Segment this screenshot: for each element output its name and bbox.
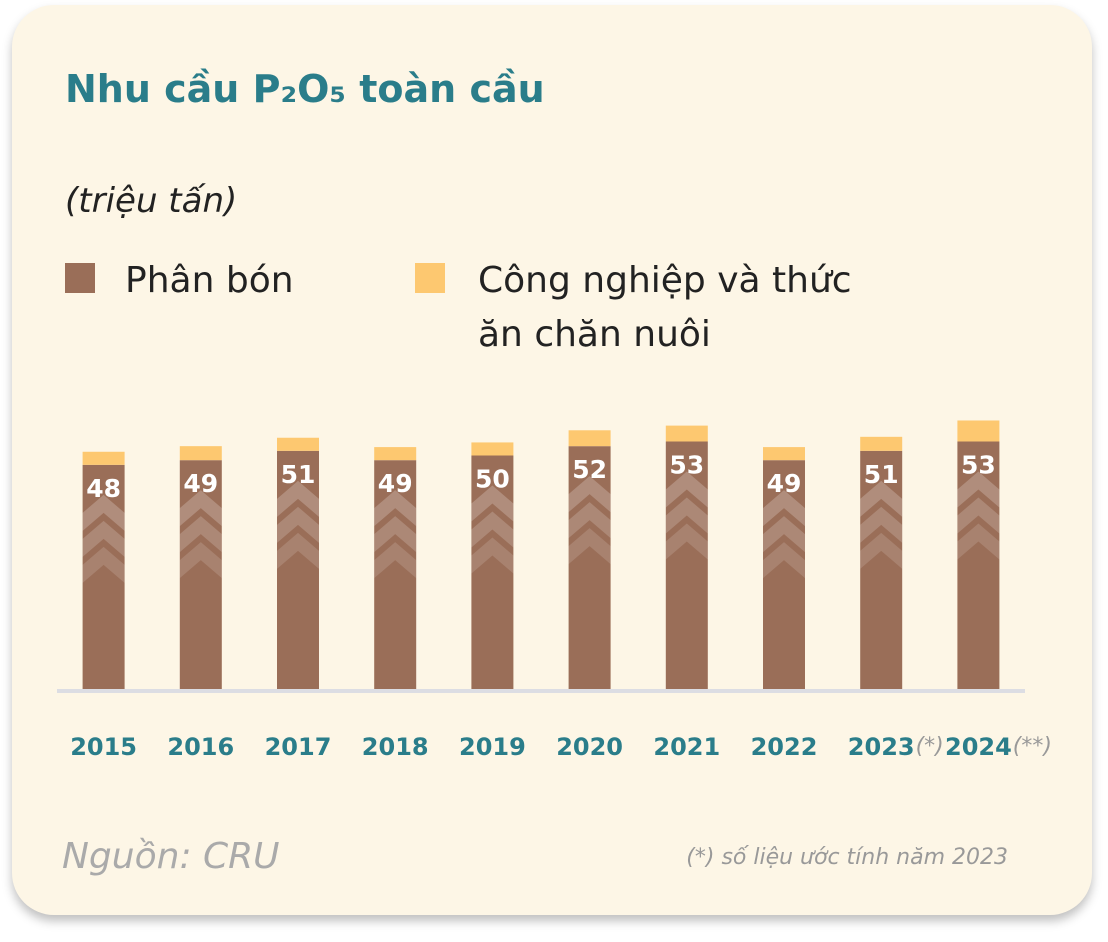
bar-segment [82, 464, 125, 689]
bar-decoration [957, 497, 1000, 534]
legend-label: Phân bón [125, 260, 294, 301]
value-label: 53 [961, 450, 996, 479]
bar-segment [665, 425, 708, 442]
value-label: 50 [475, 465, 510, 494]
bar-decoration [179, 516, 222, 553]
x-tick-label: 2020 [556, 733, 623, 761]
bar-segment [665, 441, 708, 689]
value-label: 53 [669, 450, 704, 479]
x-tick-label: 2015 [70, 733, 137, 761]
x-tick-label: 2018 [362, 733, 429, 761]
bar-decoration [82, 494, 125, 531]
x-tick-label: 2017 [265, 733, 332, 761]
bar-segment [763, 447, 805, 461]
bar-segment [957, 441, 1000, 689]
source: Nguồn: CRU [62, 836, 280, 877]
bar-decoration [277, 480, 319, 517]
bar-decoration [568, 476, 611, 513]
bar-decoration [568, 528, 611, 565]
bar-decoration [277, 506, 319, 543]
x-tick-label: 2024 [945, 733, 1012, 761]
bar-segment [860, 450, 903, 689]
chart-subtitle: (triệu tấn) [65, 181, 237, 221]
x-tick-label: 2022 [751, 733, 818, 761]
bar-segment [277, 437, 319, 451]
bar-decoration [471, 485, 514, 522]
bar-decoration [374, 490, 417, 527]
bar-decoration [471, 537, 514, 574]
x-tick-label: 2016 [167, 733, 234, 761]
value-label: 51 [864, 460, 899, 489]
x-tick-label: 2021 [653, 733, 720, 761]
legend-label: Công nghiệp và thức ăn chăn nuôi [478, 260, 852, 355]
x-tick-note: (*) [916, 734, 944, 759]
bar-segment [374, 460, 417, 689]
bar-decoration [957, 523, 1000, 560]
bar-segment [763, 460, 805, 689]
value-label: 48 [86, 474, 121, 503]
bar-segment [179, 460, 222, 689]
bar-decoration [82, 520, 125, 557]
bar-segment [568, 430, 611, 447]
value-label: 49 [183, 469, 218, 498]
bar-decoration [179, 542, 222, 579]
bar-decoration [763, 542, 805, 579]
bar-segment [860, 436, 903, 451]
bar-decoration [665, 471, 708, 508]
bar-segment [957, 420, 1000, 442]
x-tick-label: 2023 [848, 733, 915, 761]
bar-decoration [471, 511, 514, 548]
bar-decoration [82, 546, 125, 583]
bar-decoration [665, 497, 708, 534]
value-label: 51 [281, 460, 316, 489]
bar-decoration [374, 542, 417, 579]
bar-decoration [860, 480, 903, 517]
bar-segment [277, 450, 319, 689]
bar-decoration [179, 490, 222, 527]
bar-segment [82, 451, 125, 465]
chart-title: Nhu cầu P₂O₅ toàn cầu [65, 67, 545, 111]
bar-decoration [568, 502, 611, 539]
footnote: (*) số liệu ước tính năm 2023 [686, 845, 1008, 870]
bar-segment [374, 447, 417, 461]
bar-decoration [763, 490, 805, 527]
bar-segment [568, 446, 611, 689]
bar-decoration [763, 516, 805, 553]
bar-decoration [860, 532, 903, 569]
legend-swatch [65, 263, 95, 293]
bar-segment [179, 446, 222, 461]
bar-decoration [374, 516, 417, 553]
bar-decoration [957, 471, 1000, 508]
bar-decoration [665, 523, 708, 560]
value-label: 49 [767, 469, 802, 498]
bar-segment [471, 455, 514, 689]
bar-decoration [860, 506, 903, 543]
legend-swatch [415, 263, 445, 293]
x-tick-label: 2019 [459, 733, 526, 761]
x-tick-note: (**) [1013, 734, 1052, 759]
bar-segment [471, 442, 514, 456]
value-label: 52 [572, 455, 607, 484]
bar-decoration [277, 532, 319, 569]
value-label: 49 [378, 469, 413, 498]
